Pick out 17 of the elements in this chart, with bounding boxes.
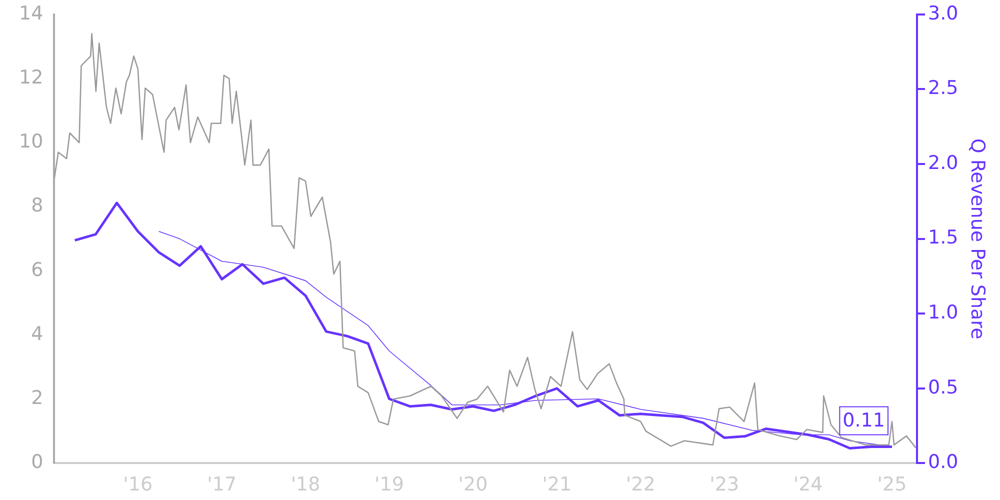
y-tick-label: 4 (31, 322, 44, 345)
y2-tick-label: 2.0 (928, 152, 958, 174)
y2-tick-label: 3.0 (928, 2, 958, 24)
y-tick-label: 14 (18, 2, 44, 24)
y-tick-label: 8 (31, 194, 44, 217)
y2-axis-title: Q Revenue Per Share (966, 138, 989, 340)
y2-tick-label: 2.5 (928, 77, 958, 100)
y-tick-label: 0 (31, 451, 44, 474)
data-label: 0.11 (842, 410, 885, 432)
y2-tick-label: 0.0 (928, 451, 958, 474)
y2-tick-label: 1.5 (928, 226, 958, 249)
y2-tick-label: 1.0 (928, 302, 958, 324)
y-tick-label: 12 (18, 66, 44, 88)
y-tick-label: 6 (31, 258, 44, 281)
y-tick-label: 2 (31, 387, 44, 410)
y2-tick-label: 0.5 (928, 376, 958, 398)
y-tick-label: 10 (18, 130, 44, 153)
